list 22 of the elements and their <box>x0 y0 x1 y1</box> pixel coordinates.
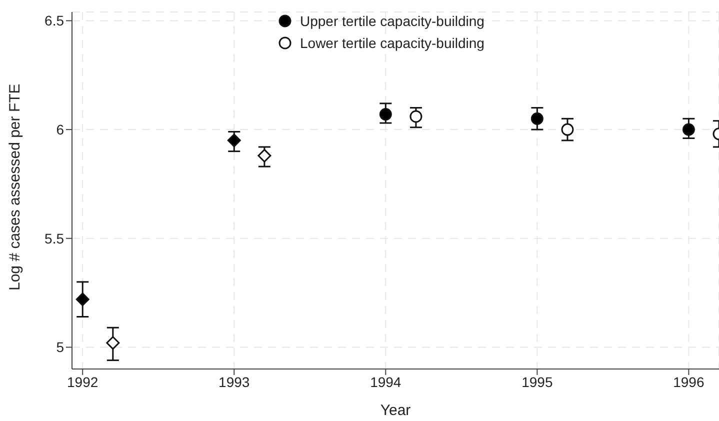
y-tick-label: 5.5 <box>44 230 64 246</box>
point <box>258 148 272 162</box>
legend-label: Lower tertile capacity-building <box>300 35 484 51</box>
point <box>76 292 90 306</box>
legend-label: Upper tertile capacity-building <box>300 13 484 29</box>
y-tick-label: 6.5 <box>44 12 64 29</box>
x-tick-label: 1996 <box>673 374 704 390</box>
point <box>530 112 544 125</box>
y-tick-label: 5 <box>56 339 64 356</box>
point <box>410 110 422 123</box>
x-tick-label: 1993 <box>218 374 250 390</box>
x-tick-label: 1994 <box>370 374 402 390</box>
y-axis-title: Log # cases assessed per FTE <box>6 84 24 290</box>
point <box>682 123 695 136</box>
x-axis-title: Year <box>380 402 411 419</box>
y-tick-label: 6 <box>56 122 64 138</box>
point <box>561 123 574 136</box>
x-tick-label: 1995 <box>522 374 553 390</box>
point <box>106 336 120 350</box>
point <box>379 108 392 121</box>
point <box>227 134 241 148</box>
x-tick-label: 1992 <box>67 374 98 390</box>
